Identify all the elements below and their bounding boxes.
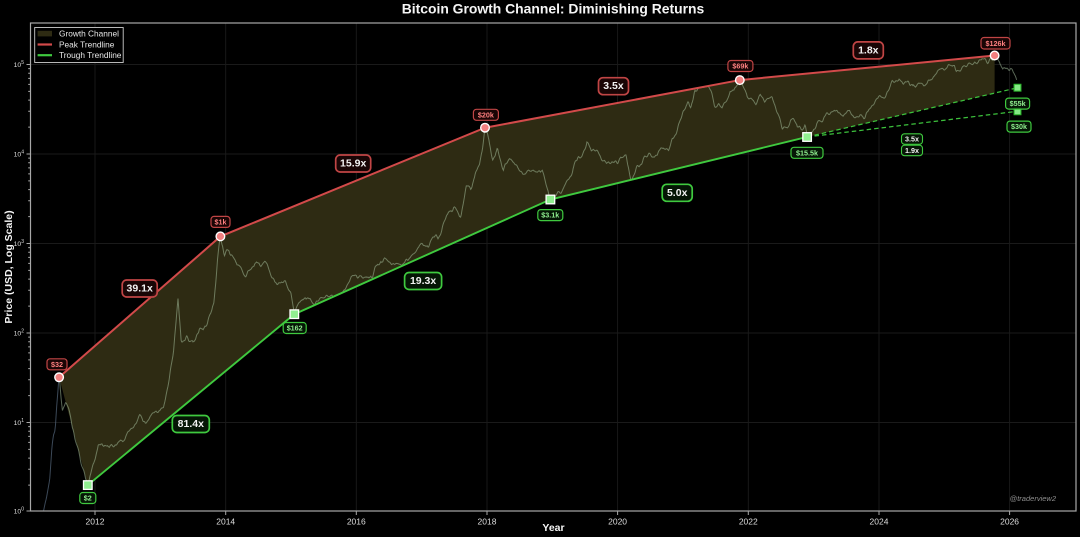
svg-text:19.3x: 19.3x — [410, 275, 436, 287]
svg-text:2012: 2012 — [86, 517, 105, 527]
svg-text:2022: 2022 — [739, 517, 758, 527]
svg-text:2018: 2018 — [478, 517, 497, 527]
svg-text:$3.1k: $3.1k — [541, 211, 559, 220]
svg-text:Growth Channel: Growth Channel — [59, 28, 119, 38]
svg-text:$55k: $55k — [1010, 99, 1026, 108]
svg-text:100: 100 — [14, 506, 25, 515]
svg-text:2016: 2016 — [347, 517, 366, 527]
svg-text:Bitcoin Growth Channel: Dimini: Bitcoin Growth Channel: Diminishing Retu… — [402, 1, 705, 17]
svg-text:@traderview2: @traderview2 — [1010, 494, 1057, 503]
svg-text:$30k: $30k — [1011, 122, 1027, 131]
svg-text:2024: 2024 — [870, 517, 889, 527]
svg-text:$20k: $20k — [478, 110, 494, 119]
svg-text:$126k: $126k — [986, 39, 1006, 48]
svg-text:$1k: $1k — [215, 217, 227, 226]
svg-text:2026: 2026 — [1000, 517, 1019, 527]
svg-text:$2: $2 — [84, 494, 92, 503]
svg-text:39.1x: 39.1x — [127, 283, 153, 295]
svg-text:$69k: $69k — [732, 62, 748, 71]
svg-text:15.9x: 15.9x — [340, 158, 366, 170]
svg-text:1.9x: 1.9x — [905, 146, 919, 155]
svg-text:104: 104 — [14, 149, 25, 158]
svg-text:$32: $32 — [51, 360, 63, 369]
svg-text:2014: 2014 — [216, 517, 235, 527]
svg-text:3.5x: 3.5x — [603, 80, 624, 92]
svg-text:3.5x: 3.5x — [905, 135, 919, 144]
svg-text:2020: 2020 — [608, 517, 627, 527]
svg-text:1.8x: 1.8x — [858, 44, 879, 56]
svg-text:Year: Year — [542, 522, 564, 534]
svg-text:81.4x: 81.4x — [178, 418, 204, 430]
svg-text:105: 105 — [14, 60, 25, 69]
svg-text:Price (USD, Log Scale): Price (USD, Log Scale) — [3, 210, 15, 323]
svg-text:101: 101 — [14, 418, 25, 427]
svg-text:102: 102 — [14, 328, 25, 337]
svg-text:103: 103 — [14, 239, 25, 248]
svg-text:$15.5k: $15.5k — [796, 148, 818, 157]
svg-text:Peak Trendline: Peak Trendline — [59, 39, 115, 49]
svg-text:$162: $162 — [287, 324, 303, 333]
svg-text:5.0x: 5.0x — [667, 187, 688, 199]
svg-text:Trough Trendline: Trough Trendline — [59, 50, 122, 60]
